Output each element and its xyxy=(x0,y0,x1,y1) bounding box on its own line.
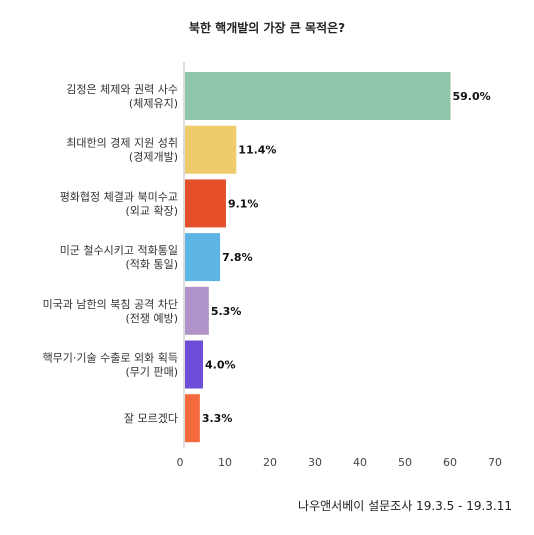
data-label: 4.0% xyxy=(205,359,236,372)
category-label: (적화 통일) xyxy=(125,257,178,271)
x-axis-ticks: 0 10 20 30 40 50 60 70 xyxy=(177,456,503,469)
data-label: 5.3% xyxy=(211,305,242,318)
x-tick-label: 50 xyxy=(398,456,412,469)
bar xyxy=(185,179,226,228)
bar xyxy=(185,125,237,174)
data-label: 3.3% xyxy=(202,412,233,425)
category-label: 핵무기·기술 수출로 외화 획득 xyxy=(43,352,178,365)
category-label: 잘 모르겠다 xyxy=(124,412,178,425)
category-label: 미군 철수시키고 적화통일 xyxy=(60,243,178,257)
category-label: (전쟁 예방) xyxy=(125,312,178,325)
category-label: 최대한의 경제 지원 성취 xyxy=(66,137,178,150)
category-label: 미국과 남한의 북침 공격 차단 xyxy=(43,298,178,311)
data-label: 59.0% xyxy=(453,90,491,103)
category-label: 김정은 체제와 권력 사수 xyxy=(66,83,178,96)
x-tick-label: 40 xyxy=(353,456,367,469)
bar xyxy=(185,286,209,335)
category-label: (경제개발) xyxy=(129,151,178,164)
source-note: 나우앤서베이 설문조사 19.3.5 - 19.3.11 xyxy=(298,499,512,513)
data-label: 7.8% xyxy=(222,251,253,264)
bar xyxy=(185,394,200,443)
category-label: (무기 판매) xyxy=(125,366,178,379)
x-tick-label: 10 xyxy=(218,456,232,469)
x-tick-label: 70 xyxy=(488,456,502,469)
category-label: 평화협정 체결과 북미수교 xyxy=(60,190,178,203)
data-label: 9.1% xyxy=(228,197,259,210)
x-tick-label: 0 xyxy=(177,456,184,469)
chart-title: 북한 핵개발의 가장 큰 목적은? xyxy=(189,20,345,35)
x-tick-label: 20 xyxy=(263,456,277,469)
bar xyxy=(185,340,203,389)
x-tick-label: 60 xyxy=(443,456,457,469)
category-label: (체제유지) xyxy=(129,97,178,110)
category-label: (외교 확장) xyxy=(125,204,178,217)
data-label: 11.4% xyxy=(238,144,276,157)
bar xyxy=(185,233,221,282)
bars-group: 59.0% 김정은 체제와 권력 사수(체제유지) 11.4% 최대한의 경제 지원 … xyxy=(43,72,491,443)
bar xyxy=(185,72,451,120)
x-tick-label: 30 xyxy=(308,456,322,469)
